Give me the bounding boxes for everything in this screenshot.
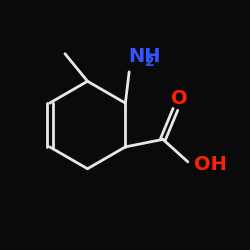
Text: O: O bbox=[171, 89, 188, 108]
Text: 2: 2 bbox=[145, 56, 154, 69]
Text: NH: NH bbox=[128, 46, 160, 66]
Text: OH: OH bbox=[194, 155, 227, 174]
